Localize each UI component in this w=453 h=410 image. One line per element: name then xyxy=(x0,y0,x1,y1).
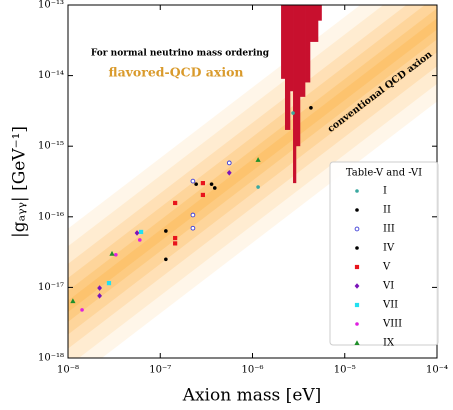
x-tick-label: 10⁻⁴ xyxy=(426,365,448,376)
legend-title: Table-V and -VI xyxy=(346,168,422,179)
x-tick-label: 10⁻⁶ xyxy=(241,365,263,376)
exclusion-bar xyxy=(293,5,297,184)
point xyxy=(309,105,313,110)
legend-label: I xyxy=(383,186,387,197)
exclusion-bar xyxy=(295,5,301,147)
point xyxy=(190,212,196,218)
legend-marker xyxy=(355,189,359,193)
legend-marker xyxy=(355,246,359,250)
x-tick-label: 10⁻⁷ xyxy=(149,365,171,376)
y-axis-label: |gₐᵧᵧ| [GeV⁻¹] xyxy=(10,126,30,238)
point xyxy=(137,238,142,242)
point xyxy=(226,160,232,166)
y-tick-label: 10⁻¹⁵ xyxy=(38,141,64,152)
legend-label: VII xyxy=(382,300,398,311)
band-strip xyxy=(68,18,437,312)
exclusion-bar xyxy=(299,5,306,97)
point xyxy=(200,181,206,186)
legend-marker xyxy=(354,302,360,308)
point xyxy=(134,230,140,236)
point xyxy=(212,186,217,190)
band-strip xyxy=(68,5,437,358)
point xyxy=(138,229,144,235)
y-tick-label: 10⁻¹³ xyxy=(38,0,64,11)
band-strip xyxy=(68,5,437,358)
band-strip xyxy=(68,8,437,322)
y-tick-label: 10⁻¹⁸ xyxy=(38,353,64,364)
point xyxy=(164,257,168,262)
legend-label: III xyxy=(383,224,395,235)
point xyxy=(173,235,178,241)
x-axis-label: Axion mass [eV] xyxy=(182,386,322,406)
legend-label: IX xyxy=(383,338,395,349)
point xyxy=(190,178,196,184)
legend-marker xyxy=(354,283,360,289)
exclusion-bar xyxy=(305,5,311,83)
point xyxy=(97,285,102,291)
exclusion-bar xyxy=(281,5,286,79)
point xyxy=(173,241,178,246)
point xyxy=(291,111,295,115)
point xyxy=(173,200,178,206)
point xyxy=(97,293,102,299)
legend-marker xyxy=(354,226,360,232)
legend-label: IV xyxy=(383,243,395,254)
band-strip xyxy=(68,5,437,335)
plot-area xyxy=(68,5,437,358)
point xyxy=(194,182,198,186)
exclusion-bar xyxy=(284,5,291,130)
model-label: flavored-QCD axion xyxy=(108,65,243,80)
legend-label: VIII xyxy=(382,319,402,330)
y-tick-label: 10⁻¹⁶ xyxy=(38,211,64,222)
point xyxy=(80,308,84,312)
y-tick-label: 10⁻¹⁷ xyxy=(38,282,64,293)
legend-label: VI xyxy=(382,281,394,292)
exclusion-bar xyxy=(309,5,319,42)
band-strip xyxy=(68,5,437,349)
y-tick-label: 10⁻¹⁴ xyxy=(38,70,64,81)
legend-marker xyxy=(355,208,359,212)
exclusion-bar xyxy=(290,5,294,92)
legend-box xyxy=(329,161,439,346)
x-tick-label: 10⁻⁸ xyxy=(57,365,79,376)
legend-marker xyxy=(355,322,359,326)
legend-marker xyxy=(354,340,360,345)
point xyxy=(200,192,206,198)
point xyxy=(190,225,196,231)
point xyxy=(256,185,260,189)
exclusion-bar xyxy=(318,5,322,21)
legend-label: II xyxy=(383,205,391,216)
legend-label: V xyxy=(382,262,391,273)
point xyxy=(114,252,118,257)
point xyxy=(70,298,76,304)
subtitle: For normal neutrino mass ordering xyxy=(91,49,270,59)
point xyxy=(106,281,112,286)
point xyxy=(255,157,261,162)
legend-marker xyxy=(354,264,360,270)
point xyxy=(209,182,214,186)
x-tick-label: 10⁻⁵ xyxy=(334,365,356,376)
point xyxy=(164,229,168,233)
point xyxy=(226,169,232,176)
point xyxy=(109,250,115,256)
